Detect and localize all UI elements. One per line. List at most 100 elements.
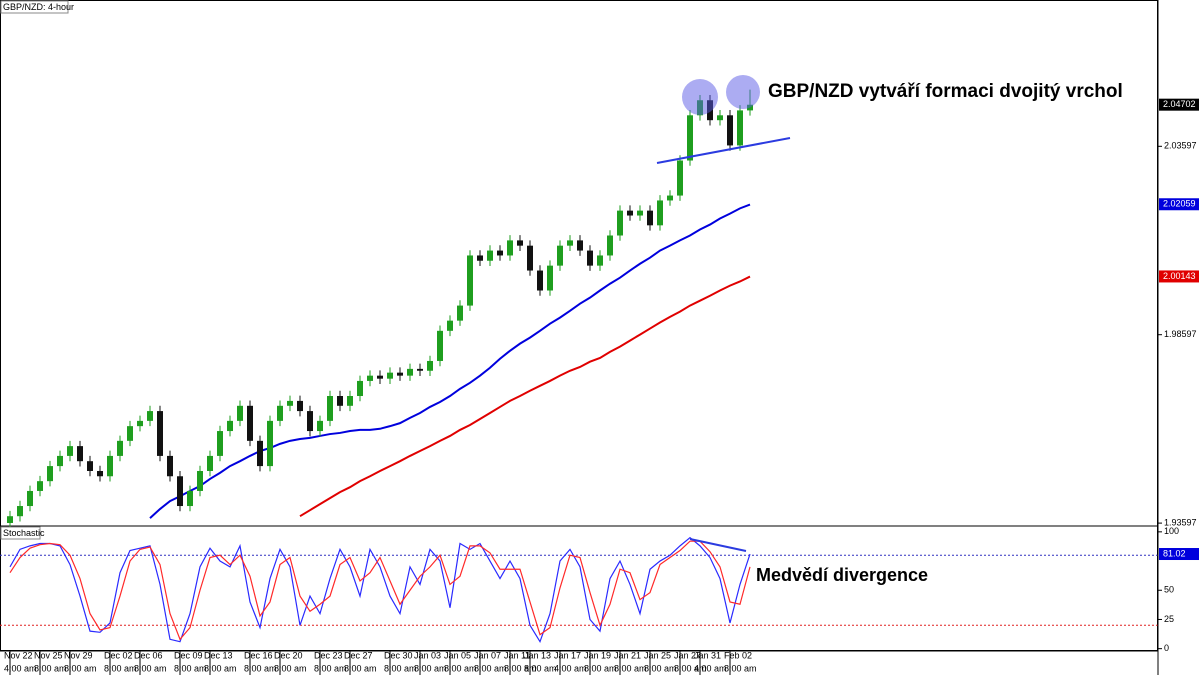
candle-body bbox=[687, 115, 693, 161]
candle-body bbox=[417, 368, 423, 371]
x-tick-time: 8:00 am bbox=[474, 663, 507, 673]
pane-title-box bbox=[0, 526, 41, 540]
x-tick-label: Jan 17 bbox=[554, 650, 581, 660]
x-tick-label: Dec 30 bbox=[384, 650, 413, 660]
x-tick-label: Nov 22 bbox=[4, 650, 33, 660]
candle-body bbox=[367, 375, 373, 381]
x-tick-label: Dec 20 bbox=[274, 650, 303, 660]
x-tick-time: 8:00 am bbox=[244, 663, 277, 673]
candle-body bbox=[427, 360, 433, 371]
annotation: Medvědí divergence bbox=[756, 565, 928, 585]
x-tick-label: Jan 05 bbox=[444, 650, 471, 660]
x-tick-time: 8:00 am bbox=[64, 663, 97, 673]
candle-body bbox=[447, 320, 453, 331]
pane-title: Stochastic bbox=[3, 528, 45, 538]
candle-body bbox=[597, 255, 603, 266]
candle-body bbox=[667, 195, 673, 201]
candle-body bbox=[457, 305, 463, 321]
candle-body bbox=[337, 396, 343, 406]
y-tick-label: 25 bbox=[1164, 614, 1174, 624]
x-tick-label: Jan 31 bbox=[694, 650, 721, 660]
candle-body bbox=[607, 235, 613, 256]
candle-body bbox=[727, 115, 733, 146]
y-tick-label: 100 bbox=[1164, 526, 1179, 536]
candle-body bbox=[67, 446, 73, 456]
oscillator-line bbox=[9, 536, 751, 644]
candle-body bbox=[587, 250, 593, 266]
candle-body bbox=[567, 240, 573, 246]
x-tick-label: Nov 25 bbox=[34, 650, 63, 660]
x-tick-label: Jan 03 bbox=[414, 650, 441, 660]
candle-body bbox=[57, 455, 63, 467]
moving-average bbox=[149, 203, 751, 519]
candle-body bbox=[147, 411, 153, 421]
candle-body bbox=[547, 265, 553, 291]
candle-body bbox=[267, 420, 273, 467]
x-tick-label: Nov 29 bbox=[64, 650, 93, 660]
candle-body bbox=[17, 506, 23, 517]
y-tick-label: 0 bbox=[1164, 643, 1169, 653]
candle-body bbox=[97, 470, 103, 477]
x-tick-label: Jan 13 bbox=[524, 650, 551, 660]
x-tick-label: Feb 02 bbox=[724, 650, 752, 660]
candle-body bbox=[207, 455, 213, 471]
candle-body bbox=[467, 255, 473, 306]
x-tick-label: Jan 27 bbox=[674, 650, 701, 660]
oscillator-line bbox=[9, 540, 751, 641]
x-tick-time: 8:00 am bbox=[584, 663, 617, 673]
y-tick-label: 2.03597 bbox=[1164, 141, 1197, 151]
x-tick-time: 8:00 am bbox=[104, 663, 137, 673]
x-tick-time: 4:00 am bbox=[694, 663, 727, 673]
x-tick-time: 8:00 am bbox=[314, 663, 347, 673]
candle-body bbox=[677, 160, 683, 196]
candle-body bbox=[637, 210, 643, 216]
candle-body bbox=[527, 245, 533, 271]
price-label-box bbox=[1159, 98, 1199, 111]
price-label: 2.04702 bbox=[1163, 99, 1196, 109]
candle-body bbox=[307, 411, 313, 432]
x-tick-time: 8:00 am bbox=[644, 663, 677, 673]
x-tick-time: 8:00 am bbox=[614, 663, 647, 673]
candle-body bbox=[287, 400, 293, 406]
x-tick-label: Dec 02 bbox=[104, 650, 133, 660]
x-tick-label: Jan 11 bbox=[504, 650, 530, 660]
x-tick-label: Dec 16 bbox=[244, 650, 273, 660]
candle-body bbox=[507, 240, 513, 256]
y-tick-label: 1.93597 bbox=[1164, 517, 1197, 527]
candle-body bbox=[107, 455, 113, 477]
candle-body bbox=[197, 470, 203, 491]
x-tick-time: 8:00 am bbox=[344, 663, 377, 673]
x-tick-label: Jan 19 bbox=[584, 650, 611, 660]
x-tick-time: 8:00 am bbox=[504, 663, 537, 673]
x-tick-time: 8:00 am bbox=[724, 663, 757, 673]
x-tick-time: 8:00 am bbox=[274, 663, 307, 673]
candle-body bbox=[257, 440, 263, 467]
candle-body bbox=[577, 240, 583, 251]
x-tick-label: Jan 21 bbox=[614, 650, 641, 660]
x-tick-label: Jan 07 bbox=[474, 650, 501, 660]
price-label-box bbox=[1159, 270, 1199, 283]
x-tick-time: 4:00 am bbox=[554, 663, 587, 673]
x-tick-time: 8:00 am bbox=[204, 663, 237, 673]
candle-body bbox=[117, 440, 123, 456]
candle-body bbox=[377, 375, 383, 379]
y-tick-label: 50 bbox=[1164, 585, 1174, 595]
candle-body bbox=[237, 405, 243, 421]
candle-body bbox=[437, 330, 443, 361]
top-circle bbox=[682, 79, 718, 115]
candle-body bbox=[357, 380, 363, 397]
candle-body bbox=[7, 516, 13, 523]
candle-body bbox=[187, 490, 193, 507]
candle-body bbox=[347, 396, 353, 406]
candle-body bbox=[227, 420, 233, 432]
overlay-drawings: GBP/NZD: 4-hour Stochastic GBP/NZD vytvá… bbox=[0, 0, 1123, 585]
x-tick-time: 8:00 am bbox=[174, 663, 207, 673]
candle-body bbox=[87, 461, 93, 471]
price-label: 81.02 bbox=[1163, 548, 1186, 558]
candle-body bbox=[627, 210, 633, 216]
x-tick-time: 8:00 am bbox=[444, 663, 477, 673]
neckline bbox=[656, 137, 791, 164]
candle-body bbox=[557, 245, 563, 266]
price-label-box bbox=[1159, 548, 1199, 561]
price-label-box bbox=[1159, 198, 1199, 211]
